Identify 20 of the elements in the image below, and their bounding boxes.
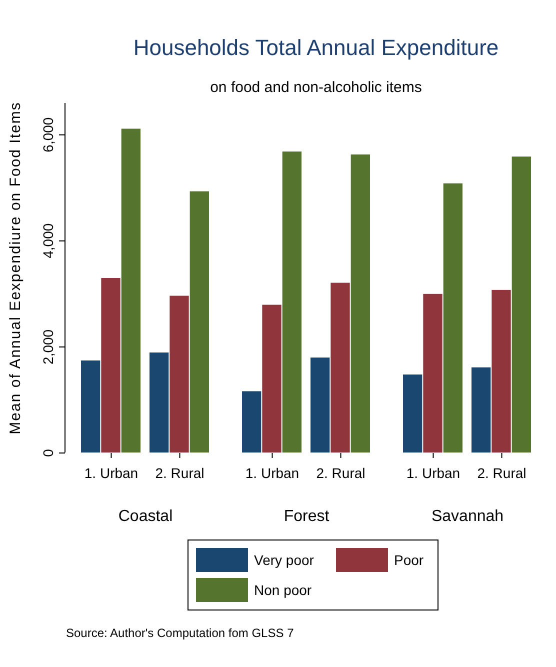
x-tick-label: 2. Rural	[316, 465, 366, 481]
x-tick-label: 2. Rural	[155, 465, 204, 481]
source-note: Source: Author's Computation fom GLSS 7	[66, 626, 294, 640]
y-tick-label: 0	[40, 448, 56, 457]
x-tick-label: 1. Urban	[406, 465, 460, 481]
text: Forest	[284, 508, 330, 525]
y-tick-label: 4,000	[40, 223, 56, 258]
x-tick-label: 2. Rural	[477, 465, 526, 481]
x-tick-label: 1. Urban	[84, 465, 138, 481]
legend-label: Poor	[394, 552, 424, 568]
text: Coastal	[118, 508, 173, 525]
legend-label: Non poor	[254, 582, 312, 598]
y-tick-label: 6,000	[40, 117, 56, 152]
chart-subtitle: on food and non-alcoholic items	[210, 79, 422, 96]
y-axis-title: Mean of Annual Eexpendiure on Food Items	[7, 102, 24, 434]
y-tick-label: 2,000	[40, 329, 56, 364]
x-tick-label: 1. Urban	[245, 465, 300, 481]
chart-title: Households Total Annual Expenditure	[133, 35, 499, 60]
text: Savannah	[431, 508, 504, 525]
legend-label: Very poor	[254, 552, 314, 568]
